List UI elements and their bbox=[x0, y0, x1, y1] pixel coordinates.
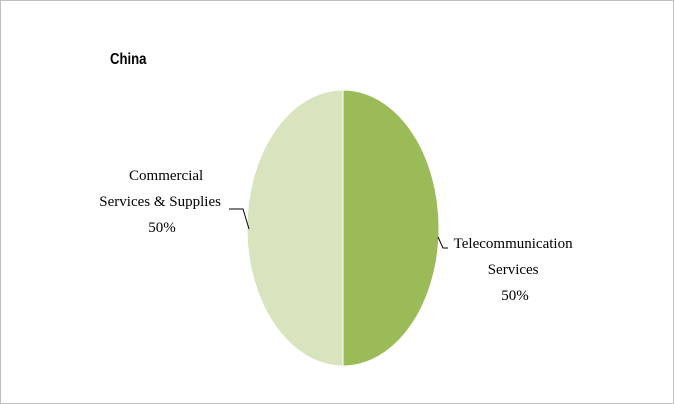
chart-title: China bbox=[110, 51, 147, 68]
leader-line-telecom bbox=[437, 236, 448, 249]
leader-line-commercial bbox=[229, 208, 250, 230]
pie-slice-telecom bbox=[342, 89, 440, 367]
leader-lines bbox=[229, 208, 448, 249]
slice-label-telecom: Telecommunication Services 50% bbox=[454, 236, 577, 304]
slice-label-commercial: Commercial Services & Supplies 50% bbox=[99, 168, 224, 236]
pie-slice-commercial bbox=[246, 89, 344, 367]
pie-slices bbox=[246, 89, 440, 367]
